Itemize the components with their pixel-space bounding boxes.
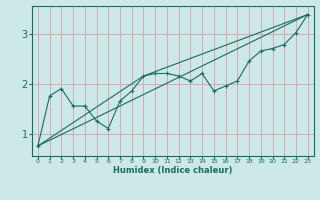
X-axis label: Humidex (Indice chaleur): Humidex (Indice chaleur) xyxy=(113,166,233,175)
